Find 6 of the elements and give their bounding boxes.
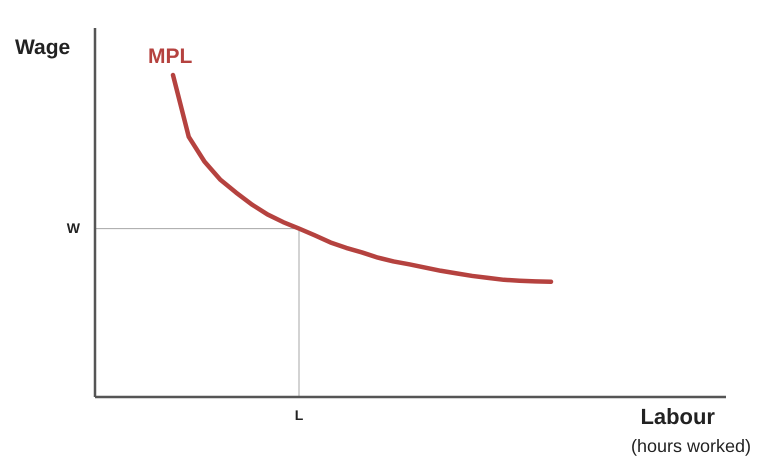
x-axis-title: Labour: [640, 404, 715, 430]
text: L: [294, 407, 304, 423]
series-label: MPL: [148, 45, 192, 69]
y-axis-title: Wage: [15, 36, 70, 60]
ref-line-label: W: [66, 220, 80, 236]
text: (hours worked): [630, 436, 751, 457]
